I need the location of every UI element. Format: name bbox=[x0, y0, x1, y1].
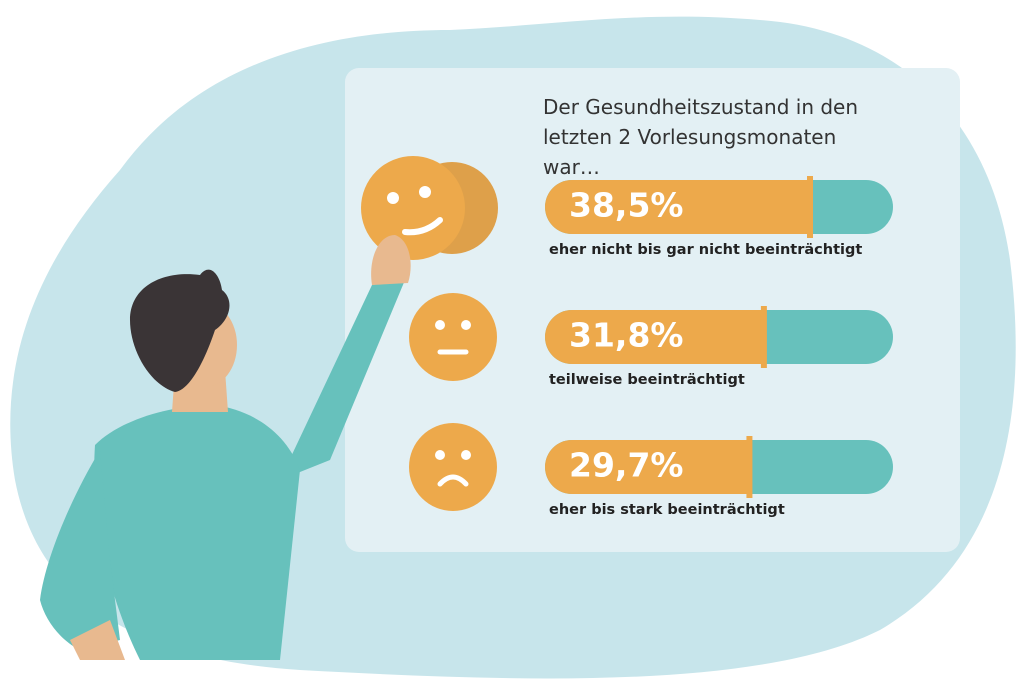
left-arm bbox=[40, 450, 120, 650]
hand bbox=[371, 235, 411, 285]
smiley-sad bbox=[409, 423, 497, 511]
value-label: 31,8% bbox=[569, 316, 684, 355]
smiley-neutral bbox=[409, 293, 497, 381]
category-label: eher bis stark beeinträchtigt bbox=[549, 502, 785, 518]
value-label: 38,5% bbox=[569, 186, 684, 225]
eye bbox=[435, 320, 445, 330]
left-hand bbox=[70, 620, 125, 660]
category-label: teilweise beeinträchtigt bbox=[549, 372, 745, 388]
eye bbox=[461, 450, 471, 460]
eye bbox=[387, 192, 399, 204]
bar-end-marker bbox=[746, 436, 753, 498]
eye bbox=[435, 450, 445, 460]
eye bbox=[461, 320, 471, 330]
bar bbox=[545, 310, 764, 364]
torso bbox=[94, 405, 300, 660]
smiley-happy bbox=[361, 156, 465, 260]
category-label: eher nicht bis gar nicht beeinträchtigt bbox=[549, 242, 862, 258]
bar bbox=[545, 180, 810, 234]
mouth bbox=[402, 217, 443, 236]
chart-title: Der Gesundheitszustand in den letzten 2 … bbox=[543, 95, 859, 179]
eye bbox=[419, 186, 431, 198]
arm bbox=[280, 280, 405, 480]
bar bbox=[545, 440, 750, 494]
bar-end-marker bbox=[760, 306, 767, 368]
hair bbox=[130, 269, 230, 392]
value-label: 29,7% bbox=[569, 446, 684, 485]
mouth bbox=[437, 474, 469, 487]
bar-end-marker bbox=[807, 176, 813, 238]
